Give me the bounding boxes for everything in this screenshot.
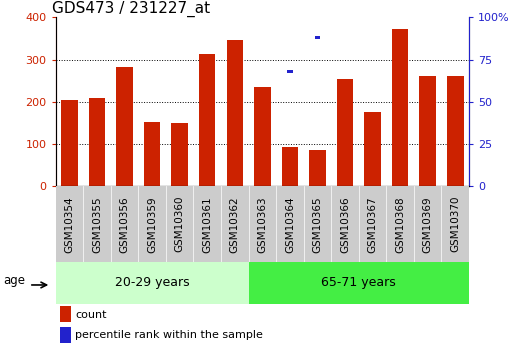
Bar [226, 40, 243, 186]
Text: age: age [3, 274, 25, 287]
Bar [281, 147, 298, 186]
Text: GDS473 / 231227_at: GDS473 / 231227_at [51, 1, 210, 17]
Bar [254, 87, 271, 186]
Text: GSM10356: GSM10356 [120, 196, 129, 253]
Text: 65-71 years: 65-71 years [321, 276, 396, 289]
Text: GSM10354: GSM10354 [65, 196, 74, 253]
Text: count: count [75, 310, 107, 320]
Text: 20-29 years: 20-29 years [115, 276, 189, 289]
Text: GSM10362: GSM10362 [230, 196, 240, 253]
Text: GSM10366: GSM10366 [340, 196, 350, 253]
Text: GSM10369: GSM10369 [423, 196, 432, 253]
Text: GSM10364: GSM10364 [285, 196, 295, 253]
Text: GSM10355: GSM10355 [92, 196, 102, 253]
Bar [60, 327, 71, 343]
Bar [419, 77, 436, 186]
Text: GSM10359: GSM10359 [147, 196, 157, 253]
Text: GSM10363: GSM10363 [258, 196, 267, 253]
Bar [60, 306, 71, 322]
Text: GSM10365: GSM10365 [313, 196, 322, 253]
Bar [89, 98, 105, 186]
Text: percentile rank within the sample: percentile rank within the sample [75, 331, 263, 341]
Bar [364, 112, 381, 186]
Text: GSM10360: GSM10360 [175, 196, 184, 253]
Bar [337, 79, 354, 186]
Text: GSM10368: GSM10368 [395, 196, 405, 253]
Bar [116, 67, 133, 186]
Bar [249, 262, 469, 304]
Bar [144, 122, 161, 186]
Bar [171, 123, 188, 186]
Bar [199, 54, 216, 186]
Text: GSM10367: GSM10367 [368, 196, 377, 253]
Bar [56, 262, 249, 304]
Text: GSM10361: GSM10361 [202, 196, 212, 253]
Bar [315, 36, 320, 39]
Bar [309, 150, 326, 186]
Text: GSM10370: GSM10370 [450, 196, 460, 253]
Bar [447, 76, 464, 186]
Bar [392, 29, 409, 186]
Bar [61, 100, 78, 186]
Bar [287, 70, 293, 73]
